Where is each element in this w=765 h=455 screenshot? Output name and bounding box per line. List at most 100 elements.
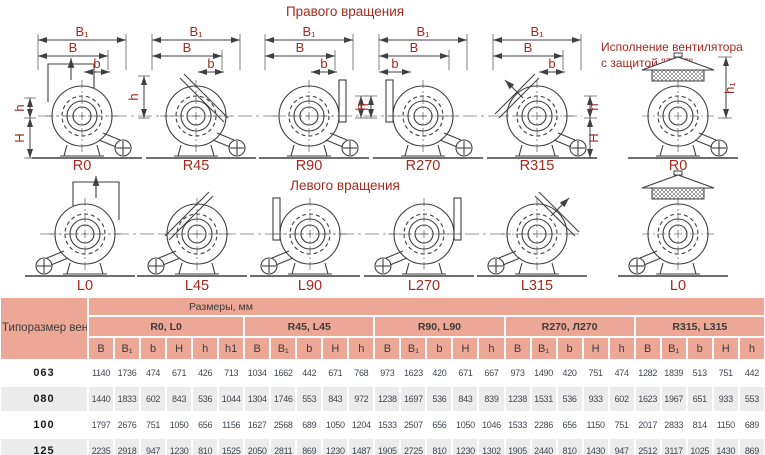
column-header: B xyxy=(374,337,401,360)
fan-r90-drawing: B₁ B b h xyxy=(258,24,371,159)
dim-label-b-small: b xyxy=(320,56,327,71)
dim-label-b-small: b xyxy=(548,56,555,71)
size-units-header: Размеры, мм xyxy=(88,297,765,316)
dim-label-b1: B₁ xyxy=(75,24,89,39)
table-cell: 869 xyxy=(296,438,323,455)
table-cell: 1746 xyxy=(270,386,297,412)
dim-label-b1: B₁ xyxy=(302,24,316,39)
table-cell: 474 xyxy=(140,360,167,386)
table-cell: 933 xyxy=(712,386,739,412)
table-cell: 1533 xyxy=(374,412,401,438)
table-cell: 1662 xyxy=(270,360,297,386)
table-row: 125 2235 2918 947 1230 810 1525 2050 281… xyxy=(0,438,765,455)
column-header: h xyxy=(348,337,375,360)
dim-label-b-cap: B xyxy=(183,40,192,55)
table-cell: 2676 xyxy=(114,412,141,438)
column-header: H xyxy=(582,337,609,360)
dim-label-h: h xyxy=(126,93,141,100)
table-cell: 810 xyxy=(556,438,583,455)
table-cell: 1304 xyxy=(244,386,271,412)
table-cell: 1839 xyxy=(660,360,687,386)
table-cell: 442 xyxy=(296,360,323,386)
table-cell: 1150 xyxy=(582,412,609,438)
fan-l0-drawing xyxy=(24,176,136,277)
table-cell: 2235 xyxy=(88,438,115,455)
table-cell: 972 xyxy=(348,386,375,412)
dim-label-b-cap: B xyxy=(410,40,419,55)
table-cell: 973 xyxy=(374,360,401,386)
fan-label-l270: L270 xyxy=(408,278,440,294)
table-cell: 1025 xyxy=(686,438,713,455)
table-cell: 2017 xyxy=(634,412,661,438)
table-cell: 947 xyxy=(140,438,167,455)
table-cell: 1282 xyxy=(634,360,661,386)
column-header: H xyxy=(322,337,349,360)
table-cell: 1046 xyxy=(478,412,505,438)
table-row: 080 1440 1833 602 843 536 1044 1304 1746… xyxy=(0,386,765,412)
dim-label-h: h xyxy=(586,103,601,110)
dim-label-h: h xyxy=(353,103,368,110)
section-title-left-rotation: Левого вращения xyxy=(290,178,400,193)
column-header: B xyxy=(244,337,271,360)
fan-label-l315: L315 xyxy=(521,278,553,294)
table-cell: 2833 xyxy=(660,412,687,438)
table-cell: 1490 xyxy=(530,360,557,386)
table-cell: 602 xyxy=(608,386,635,412)
column-header: h1 xyxy=(218,337,245,360)
table-cell: 1034 xyxy=(244,360,271,386)
fan-znt-r0-drawing: h₁ xyxy=(627,52,739,159)
table-cell: 420 xyxy=(556,360,583,386)
table-cell: 751 xyxy=(140,412,167,438)
table-cell: 420 xyxy=(426,360,453,386)
table-cell: 1044 xyxy=(218,386,245,412)
table-cell: 2507 xyxy=(400,412,427,438)
fan-label-r90: R90 xyxy=(296,158,323,174)
table-cell: 3117 xyxy=(660,438,687,455)
table-cell: 426 xyxy=(192,360,219,386)
column-header: B₁ xyxy=(114,337,141,360)
table-cell: 1736 xyxy=(114,360,141,386)
fan-label-r315: R315 xyxy=(520,158,555,174)
table-cell: 1440 xyxy=(88,386,115,412)
table-cell: 1050 xyxy=(166,412,193,438)
column-header: b xyxy=(556,337,583,360)
column-header: B₁ xyxy=(270,337,297,360)
table-cell: 689 xyxy=(738,412,765,438)
column-header: h xyxy=(608,337,635,360)
table-cell: 810 xyxy=(192,438,219,455)
row-size-label: 080 xyxy=(0,386,88,412)
fan-r270-drawing: B₁ B b h xyxy=(353,24,484,159)
table-cell: 1150 xyxy=(712,412,739,438)
table-cell: 553 xyxy=(738,386,765,412)
table-cell: 1967 xyxy=(660,386,687,412)
table-cell: 656 xyxy=(426,412,453,438)
dim-label-h: h xyxy=(356,103,371,110)
dim-label-b-small: b xyxy=(391,56,398,71)
column-header: B xyxy=(504,337,531,360)
group-header-r90-l90: R90, L90 xyxy=(374,316,505,337)
table-cell: 474 xyxy=(608,360,635,386)
table-cell: 2811 xyxy=(270,438,297,455)
fan-l90-drawing xyxy=(249,197,361,277)
fan-orientation-drawings: B₁ B b h H B₁ B b xyxy=(12,24,739,294)
group-header-r270-l270: R270, Л270 xyxy=(504,316,635,337)
column-header: h xyxy=(738,337,765,360)
table-cell: 2568 xyxy=(270,412,297,438)
table-cell: 947 xyxy=(608,438,635,455)
table-cell: 2918 xyxy=(114,438,141,455)
table-cell: 713 xyxy=(218,360,245,386)
table-cell: 1430 xyxy=(712,438,739,455)
table-cell: 1525 xyxy=(218,438,245,455)
table-cell: 667 xyxy=(478,360,505,386)
dimensions-table: Типоразмер вентилятора Размеры, мм R0, L… xyxy=(0,297,765,455)
dim-label-b-cap: B xyxy=(296,40,305,55)
group-header-r0-l0: R0, L0 xyxy=(88,316,245,337)
column-header: B₁ xyxy=(530,337,557,360)
table-cell: 553 xyxy=(296,386,323,412)
column-header: B₁ xyxy=(660,337,687,360)
table-cell: 2725 xyxy=(400,438,427,455)
table-cell: 536 xyxy=(426,386,453,412)
fan-label-l0: L0 xyxy=(77,278,93,294)
table-cell: 1238 xyxy=(374,386,401,412)
